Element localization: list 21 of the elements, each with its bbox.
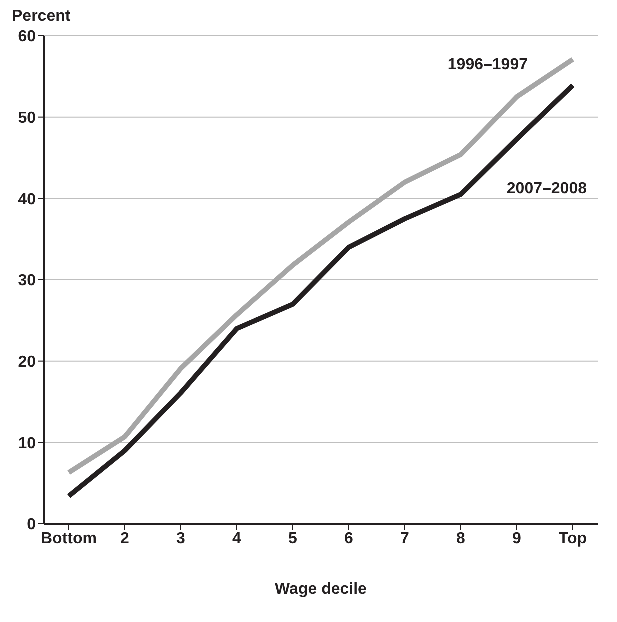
x-tick-label: Bottom — [41, 530, 97, 548]
x-tick-label: 3 — [176, 530, 186, 548]
x-tick-label: 6 — [344, 530, 354, 548]
x-tick-label: 7 — [400, 530, 410, 548]
series-label: 1996–1997 — [448, 56, 528, 74]
x-tick-label: 4 — [232, 530, 242, 548]
y-tick-label: 50 — [18, 110, 36, 128]
x-tick-label: 9 — [512, 530, 522, 548]
x-tick-label: 2 — [120, 530, 130, 548]
x-tick-label: 8 — [456, 530, 466, 548]
x-tick-label: Top — [558, 530, 588, 548]
x-tick-label: 5 — [288, 530, 298, 548]
y-tick-label: 30 — [18, 272, 36, 290]
y-tick-label: 60 — [18, 28, 36, 46]
y-tick-label: 10 — [18, 435, 36, 452]
y-axis-title: Percent — [12, 8, 71, 26]
x-axis-title: Wage decile — [275, 581, 368, 598]
y-tick-label: 40 — [18, 191, 36, 208]
y-tick-label: 0 — [27, 516, 36, 534]
series-label: 2007–2008 — [506, 180, 588, 198]
y-tick-label: 20 — [18, 354, 36, 372]
